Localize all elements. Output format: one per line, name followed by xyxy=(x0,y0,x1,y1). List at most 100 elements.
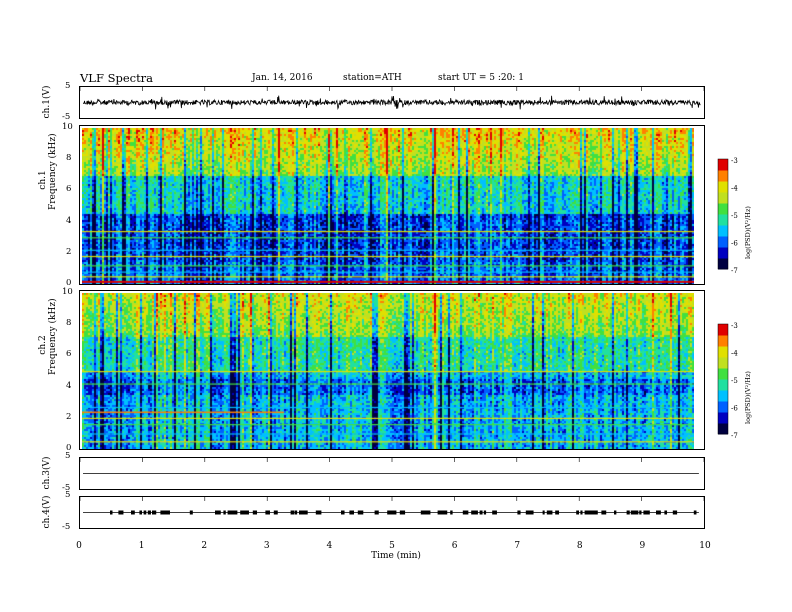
ch2-colorbar-frame xyxy=(717,323,729,435)
ch2-spectrogram-panel xyxy=(79,290,705,450)
x-tick-label-0: 0 xyxy=(76,541,82,551)
ch4-pulse-mark xyxy=(546,510,553,515)
ch4-pulse-mark xyxy=(374,510,379,515)
ch4-pulse-mark xyxy=(656,510,661,515)
ch2-colorbar-swatch xyxy=(718,379,728,391)
ch1-waveform-plot xyxy=(80,87,704,110)
x-axis-label: Time (min) xyxy=(371,551,421,561)
ch3-ytick-top: 5 xyxy=(65,451,71,461)
ch2-colorbar-swatch xyxy=(718,423,728,435)
ch2-colorbar-swatch xyxy=(718,324,728,336)
ch4-pulse-mark xyxy=(294,510,298,515)
x-tick-label-3: 3 xyxy=(263,541,270,551)
ch2-colorbar-swatch xyxy=(718,335,728,347)
ch4-pulse-mark xyxy=(391,510,397,515)
ch4-pulse-mark xyxy=(555,510,560,515)
ch1-colorbar-swatch xyxy=(718,181,728,193)
x-tick-label-6: 6 xyxy=(451,541,458,551)
ch3-waveform-panel xyxy=(79,457,705,490)
ch4-pulse-mark xyxy=(664,510,668,515)
ch4-pulse-mark xyxy=(215,510,221,515)
ch4-pulse-mark xyxy=(252,510,258,515)
ch1-ytick-4: 4 xyxy=(66,215,72,226)
ch1-colorbar-swatch xyxy=(718,203,728,215)
station-label: station=ATH xyxy=(343,73,402,83)
ch4-pulse-mark xyxy=(635,510,639,515)
ch4-pulse-mark xyxy=(357,510,364,515)
ch1-colorbar-tick--5: -5 xyxy=(731,212,738,220)
ch1-ytick-top: 5 xyxy=(65,81,71,91)
ch4-pulse-mark xyxy=(639,510,642,515)
ch4-pulse-mark xyxy=(643,510,649,515)
ch4-pulse-mark xyxy=(110,510,113,515)
ch4-pulse-mark xyxy=(143,510,147,515)
ch4-pulse-mark xyxy=(189,510,193,515)
x-tick-label-4: 4 xyxy=(326,541,333,551)
ch4-ytick-bottom: -5 xyxy=(62,522,71,532)
ch3-waveform-plot xyxy=(80,458,704,474)
ch4-pulse-mark xyxy=(471,510,478,515)
ch1-colorbar: -3 -4 -5 -6 -7 log(PSD)(V²/Hz) xyxy=(717,157,752,275)
ch4-pulse-mark xyxy=(614,510,617,515)
wave1-trace xyxy=(82,95,701,110)
ch4-pulse-mark xyxy=(315,510,322,515)
chart-title: VLF Spectra xyxy=(80,71,154,85)
ch1-spectrogram-image xyxy=(82,128,694,284)
ch4-pulse-mark xyxy=(303,510,308,515)
ch1-ytick-6: 6 xyxy=(66,184,72,195)
ch1-colorbar-label: log(PSD)(V²/Hz) xyxy=(744,206,752,259)
ch1-ytick-2: 2 xyxy=(66,246,72,257)
ch2-spectrogram-image xyxy=(82,293,694,449)
ch4-pulse-mark xyxy=(164,510,170,515)
ch4-pulse-mark xyxy=(152,510,157,515)
ch4-pulse-mark xyxy=(441,510,448,515)
start-time-label: start UT = 5 :20: 1 xyxy=(438,73,524,83)
ch4-pulse-mark xyxy=(240,510,246,515)
ch4-pulse-mark xyxy=(273,510,278,515)
ch2-spec-ylabel: ch.2 Frequency (kHz) xyxy=(38,298,58,375)
ch2-ytick-10: 10 xyxy=(62,287,73,297)
ch1-colorbar-tick--7: -7 xyxy=(731,267,738,275)
ch2-colorbar-swatch xyxy=(718,390,728,402)
x-tick-label-5: 5 xyxy=(389,541,395,551)
x-tick-label-10: 10 xyxy=(699,541,711,551)
ch4-pulse-mark xyxy=(647,510,650,515)
ch1-colorbar-swatch xyxy=(718,236,728,248)
ch2-ytick-6: 6 xyxy=(66,349,72,360)
ch4-pulse-mark xyxy=(672,510,678,515)
ch1-ytick-10: 10 xyxy=(62,122,73,132)
ch1-frequency-label: Frequency (kHz) xyxy=(48,133,58,210)
ch2-colorbar-tick--5: -5 xyxy=(731,377,738,385)
ch1-colorbar-swatch xyxy=(718,247,728,259)
ch4-waveform-panel xyxy=(79,496,705,529)
ch4-pulse-mark xyxy=(139,510,143,515)
x-tick-label-2: 2 xyxy=(201,541,208,551)
ch4-pulse-mark xyxy=(601,510,607,515)
ch4-pulse-mark xyxy=(693,510,697,515)
ch4-pulse-mark xyxy=(542,510,545,515)
ch2-ytick-8: 8 xyxy=(66,318,72,329)
ch1-colorbar-frame xyxy=(717,158,729,270)
ch4-pulse-mark xyxy=(231,510,238,515)
ch4-pulse-mark xyxy=(576,510,580,515)
ch4-pulse-mark xyxy=(265,510,270,515)
ch4-pulse-mark xyxy=(387,510,393,515)
ch1-volt-ylabel: ch.1(V) xyxy=(42,85,52,119)
ch2-colorbar-swatch xyxy=(718,401,728,413)
ch2-colorbar-tick--3: -3 xyxy=(731,322,738,330)
ch4-pulse-mark xyxy=(626,510,630,515)
ch4-pulse-mark xyxy=(588,510,595,515)
ch4-pulse-mark xyxy=(517,510,521,515)
ch4-pulse-mark xyxy=(630,510,636,515)
ch3-ytick-bottom: -5 xyxy=(62,483,71,493)
ch4-pulse-mark xyxy=(290,510,295,515)
x-tick-label-9: 9 xyxy=(639,541,646,551)
ch4-pulse-mark xyxy=(244,510,249,515)
x-tick-label-7: 7 xyxy=(514,541,521,551)
ch4-pulse-mark xyxy=(584,510,591,515)
ch2-ytick-0: 0 xyxy=(66,443,72,453)
ch1-ytick-8: 8 xyxy=(66,153,72,164)
ch1-colorbar-tick--6: -6 xyxy=(731,240,738,248)
ch4-pulse-mark xyxy=(399,510,406,515)
ch2-colorbar-swatch xyxy=(718,357,728,369)
